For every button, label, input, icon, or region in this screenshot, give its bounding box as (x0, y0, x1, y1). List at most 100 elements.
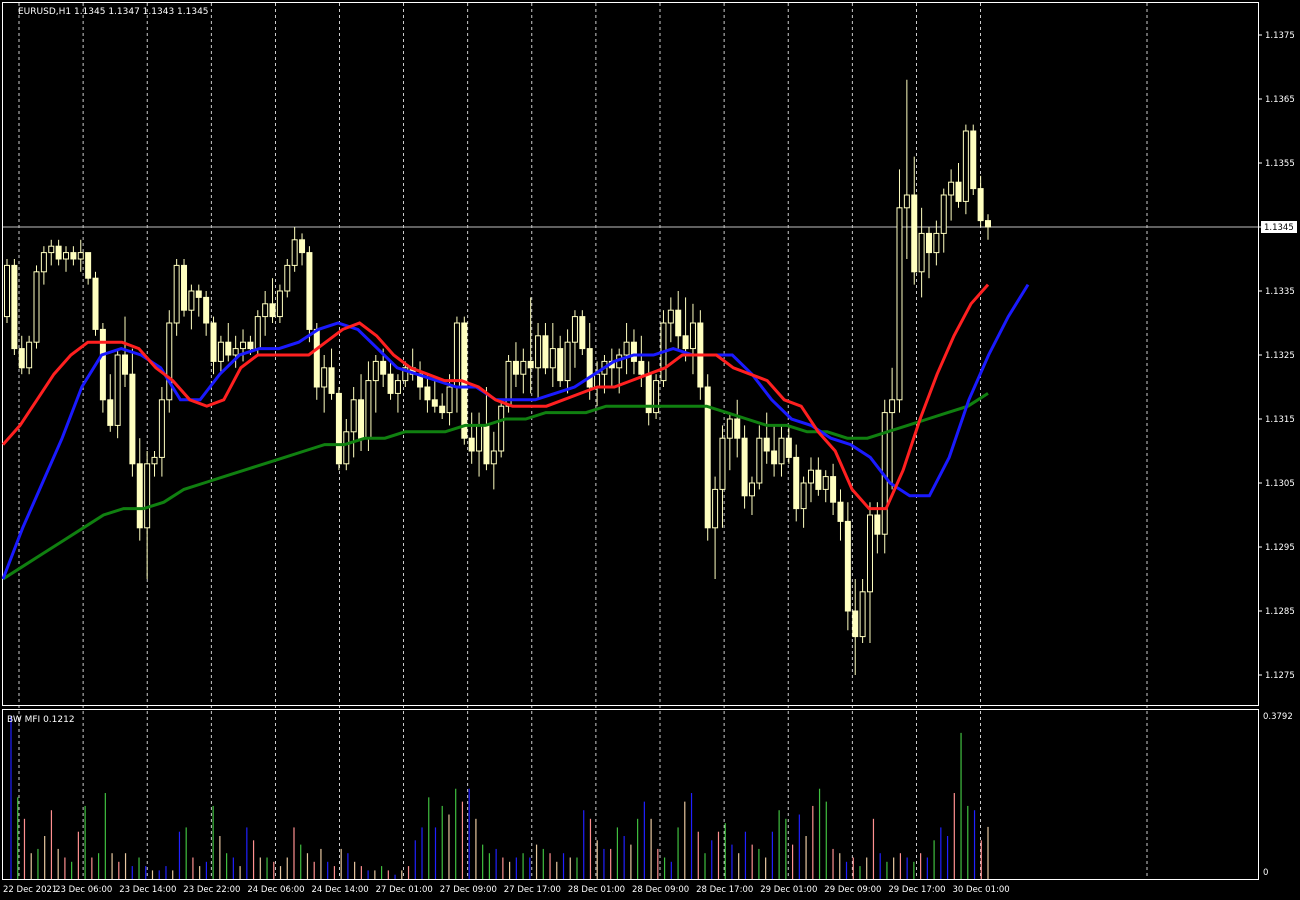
candle (144, 451, 151, 579)
candle (675, 291, 682, 349)
candle (682, 297, 689, 362)
candle-body (18, 348, 25, 369)
candle-body (166, 322, 173, 401)
time-tick-label: 24 Dec 06:00 (247, 885, 304, 895)
candle-body (26, 341, 33, 369)
candle-body (800, 482, 807, 510)
candle-body (741, 437, 748, 497)
candle (807, 457, 814, 503)
candle (822, 470, 829, 503)
time-tick-label: 22 Dec 2021 (3, 885, 57, 895)
candle (431, 380, 438, 413)
candle (262, 291, 269, 336)
candle-body (630, 341, 637, 362)
candle (564, 329, 571, 394)
candle-body (719, 437, 726, 490)
candle-body (512, 360, 519, 375)
candle-body (948, 181, 955, 196)
candle (63, 246, 70, 272)
candle (328, 348, 335, 400)
candle (977, 175, 984, 227)
candle (844, 502, 851, 631)
candle (704, 374, 711, 541)
candle (726, 412, 733, 471)
candle (490, 431, 497, 490)
time-tick-label: 28 Dec 09:00 (632, 885, 689, 895)
candle (33, 265, 40, 349)
candle-body (763, 437, 770, 452)
candle-body (940, 194, 947, 234)
candle (151, 451, 158, 477)
candle-body (837, 501, 844, 522)
candle (734, 399, 741, 458)
candle (85, 252, 92, 285)
candle-body (557, 348, 564, 382)
time-tick-label: 28 Dec 01:00 (568, 885, 625, 895)
candle-body (114, 354, 121, 426)
candle (55, 239, 62, 266)
candles (4, 79, 991, 675)
candle-body (549, 348, 556, 369)
time-tick-label: 27 Dec 17:00 (504, 885, 561, 895)
candle (719, 425, 726, 528)
time-tick-label: 23 Dec 06:00 (55, 885, 112, 895)
candle (136, 438, 143, 541)
candle-body (682, 335, 689, 350)
time-tick-label: 24 Dec 14:00 (312, 885, 369, 895)
candle-body (903, 194, 910, 209)
candle-body (431, 399, 438, 407)
candle-body (675, 309, 682, 337)
candle-body (785, 437, 792, 458)
candle-body (483, 424, 490, 465)
candle (498, 399, 505, 458)
candle (785, 425, 792, 464)
candle (771, 425, 778, 477)
candle (911, 156, 918, 285)
candle-body (151, 456, 158, 465)
candle-body (822, 476, 829, 490)
candle-body (807, 469, 814, 484)
candle-body (335, 392, 342, 465)
candle-body (498, 405, 505, 452)
candle-body (343, 431, 350, 465)
candle (638, 335, 645, 387)
candle (188, 284, 195, 330)
mfi-tick-label: 0 (1263, 868, 1268, 878)
candle (321, 355, 328, 413)
time-tick-label: 27 Dec 01:00 (376, 885, 433, 895)
candle (424, 374, 431, 413)
candle-body (874, 514, 881, 535)
candle-body (48, 245, 55, 254)
candle-body (321, 367, 328, 388)
candle (158, 387, 165, 477)
candle-body (372, 360, 379, 382)
candle-body (653, 380, 660, 414)
candle (11, 259, 18, 355)
candle (225, 323, 232, 362)
candle (630, 329, 637, 375)
candle (394, 374, 401, 413)
candle-body (778, 437, 785, 465)
candle (557, 335, 564, 387)
candle-body (380, 360, 387, 375)
candle (874, 502, 881, 554)
candle (173, 259, 180, 336)
candle-body (291, 239, 298, 266)
candle (520, 348, 527, 394)
candle (4, 259, 10, 323)
candle-body (918, 232, 925, 273)
candle (985, 214, 991, 240)
candle-body (771, 450, 778, 465)
candle (26, 335, 33, 375)
candle-body (4, 264, 10, 318)
candle (623, 323, 630, 375)
candle-body (520, 360, 527, 375)
candle (269, 278, 276, 323)
candle-body (122, 354, 129, 375)
candle (741, 425, 748, 509)
candle (18, 335, 25, 375)
time-tick-label: 23 Dec 22:00 (183, 885, 240, 895)
candle-body (527, 360, 534, 369)
candle-body (92, 277, 99, 330)
